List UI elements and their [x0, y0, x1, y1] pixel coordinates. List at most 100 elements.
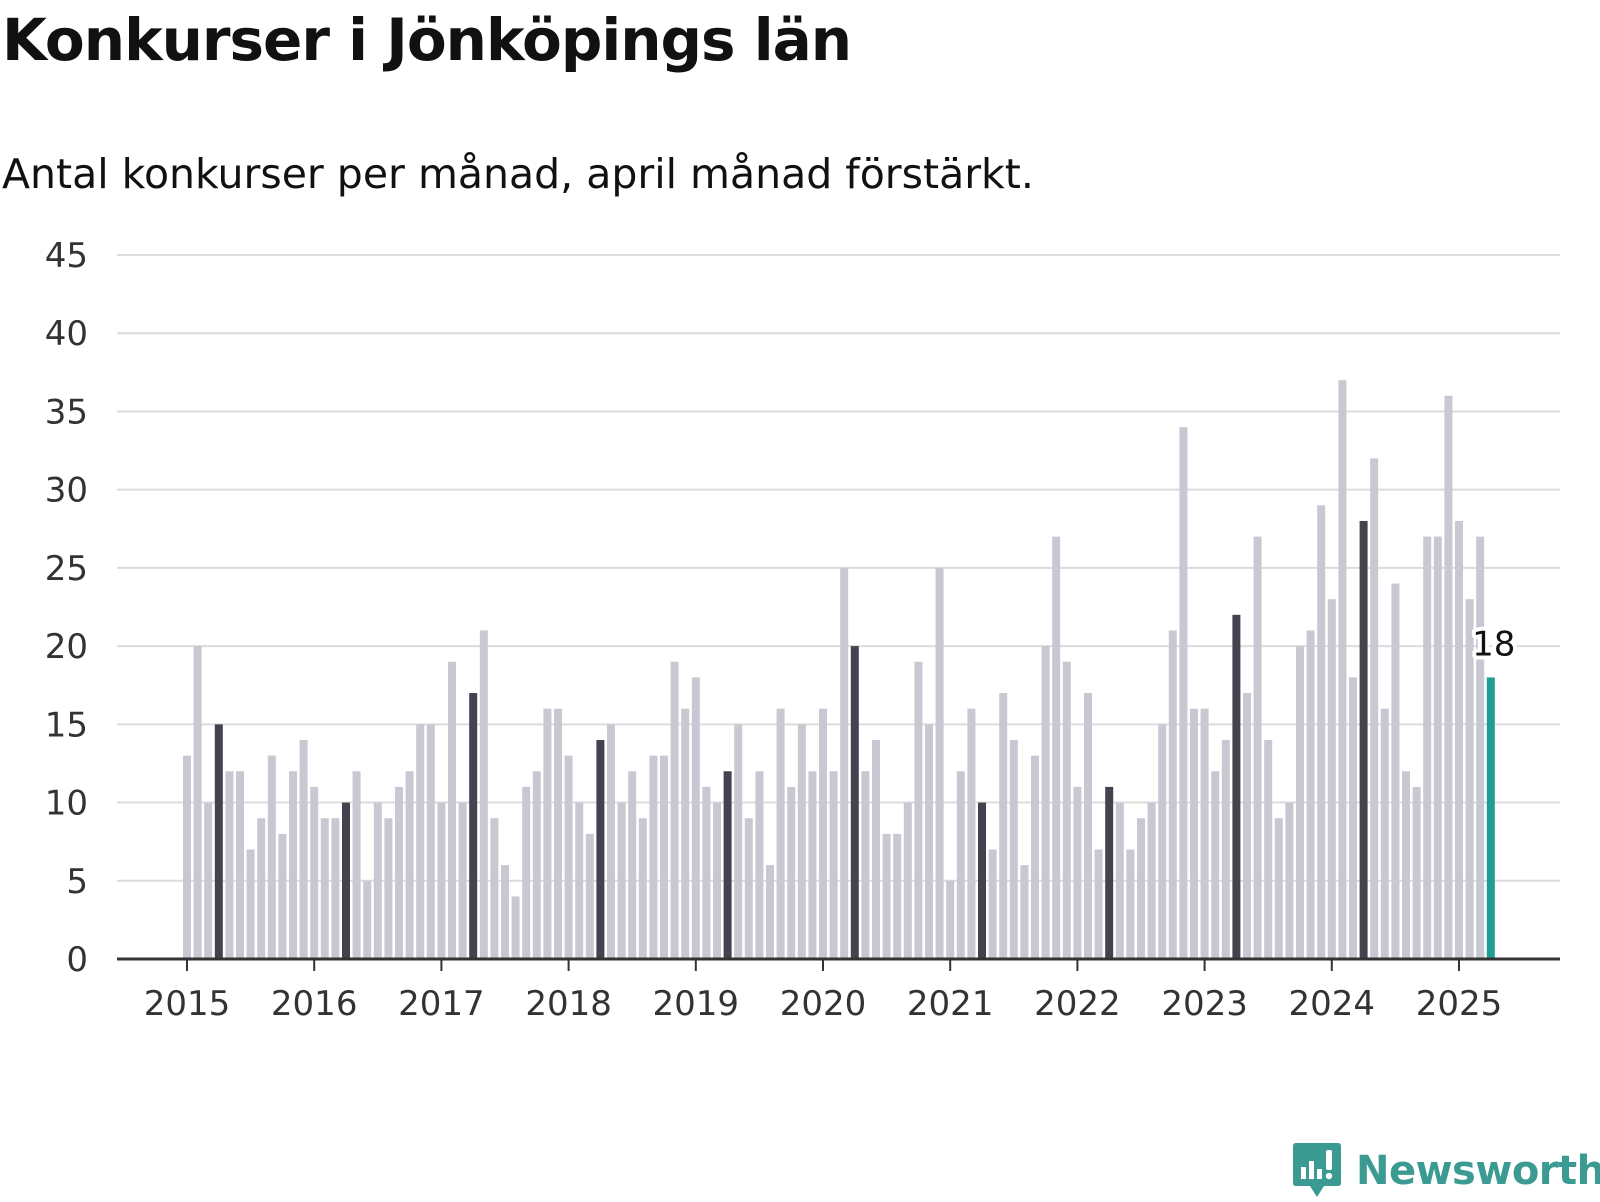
bar [1391, 583, 1400, 959]
y-tick-label: 10 [45, 784, 88, 824]
bar [352, 771, 361, 959]
bar [1444, 395, 1453, 959]
x-tick-label: 2021 [907, 984, 994, 1024]
y-tick-label: 40 [45, 314, 88, 354]
bar [638, 818, 647, 959]
bar [755, 771, 764, 959]
bar [1158, 724, 1167, 959]
bar [585, 833, 594, 959]
x-tick-label: 2020 [780, 984, 867, 1024]
bar [257, 818, 266, 959]
bar [1179, 427, 1188, 960]
y-axis-labels: 0 5 10 15 20 25 30 35 40 45 [45, 236, 88, 980]
bar [1115, 802, 1124, 959]
bar [522, 786, 531, 959]
x-tick-label: 2023 [1161, 984, 1248, 1024]
bar-april [1232, 614, 1241, 959]
bar [713, 802, 721, 959]
bar [543, 708, 552, 959]
bar-april [469, 693, 478, 959]
bar [395, 786, 403, 959]
latest-value-label: 18 [1472, 624, 1515, 664]
bar [331, 818, 340, 959]
bar [183, 755, 191, 959]
bar [649, 755, 658, 959]
bar [670, 661, 679, 959]
bar [1041, 646, 1050, 959]
bar [511, 896, 520, 959]
bar [501, 865, 509, 959]
bar [797, 724, 806, 959]
bar [458, 802, 467, 959]
newsworthy-logo-text: Newsworthy [1356, 1148, 1600, 1194]
bar [744, 818, 753, 959]
bar [1423, 536, 1432, 959]
bar-april [342, 802, 350, 959]
bar [914, 661, 923, 959]
y-tick-label: 0 [66, 940, 88, 980]
bar [1476, 536, 1485, 959]
x-tick-label: 2015 [144, 984, 231, 1024]
bar [1211, 771, 1220, 959]
bar-april [214, 724, 223, 959]
bar [1380, 708, 1389, 959]
y-tick-label: 15 [45, 705, 88, 745]
bar [225, 771, 234, 959]
bar [405, 771, 414, 959]
bar [1221, 739, 1230, 959]
bar [479, 630, 488, 959]
bar [1052, 536, 1061, 959]
bar [193, 646, 202, 959]
bar [426, 724, 435, 959]
bar [988, 849, 997, 959]
bar [861, 771, 870, 959]
bar [1465, 599, 1474, 959]
bars [183, 380, 1495, 960]
newsworthy-logo-icon [1293, 1143, 1341, 1197]
bar [1338, 380, 1347, 960]
bar [691, 677, 700, 959]
bar [840, 567, 849, 959]
bar [310, 786, 319, 959]
y-tick-label: 25 [45, 549, 88, 589]
bar [373, 802, 382, 959]
bar [320, 818, 329, 959]
bar [1020, 865, 1029, 959]
bar [1190, 708, 1198, 959]
bar-april [1105, 786, 1114, 959]
bar [437, 802, 446, 959]
bar [872, 739, 880, 959]
bar [935, 567, 944, 959]
bar [1094, 849, 1103, 959]
bar [246, 849, 255, 959]
bar [617, 802, 626, 959]
bar [1147, 802, 1156, 959]
bar [490, 818, 499, 959]
bar [532, 771, 541, 959]
bar [734, 724, 743, 959]
bar [1084, 693, 1092, 959]
bar [1317, 505, 1326, 959]
bar [416, 724, 425, 959]
x-tick-label: 2018 [525, 984, 612, 1024]
x-tick-label: 2022 [1034, 984, 1121, 1024]
bar-april [723, 771, 732, 959]
bar [278, 833, 287, 959]
bar [1137, 818, 1145, 959]
bar [1243, 693, 1251, 959]
y-tick-label: 35 [45, 392, 88, 432]
bar-latest [1486, 677, 1495, 959]
bar [289, 771, 297, 959]
bar [1253, 536, 1262, 959]
bar [1031, 755, 1039, 959]
bar [236, 771, 244, 959]
bar [681, 708, 690, 959]
bar [903, 802, 912, 959]
annotation: 18 [1468, 620, 1519, 668]
bar [554, 708, 562, 959]
bar [946, 880, 955, 959]
bar-april [978, 802, 986, 959]
bar [1126, 849, 1135, 959]
bar-april [596, 739, 605, 959]
